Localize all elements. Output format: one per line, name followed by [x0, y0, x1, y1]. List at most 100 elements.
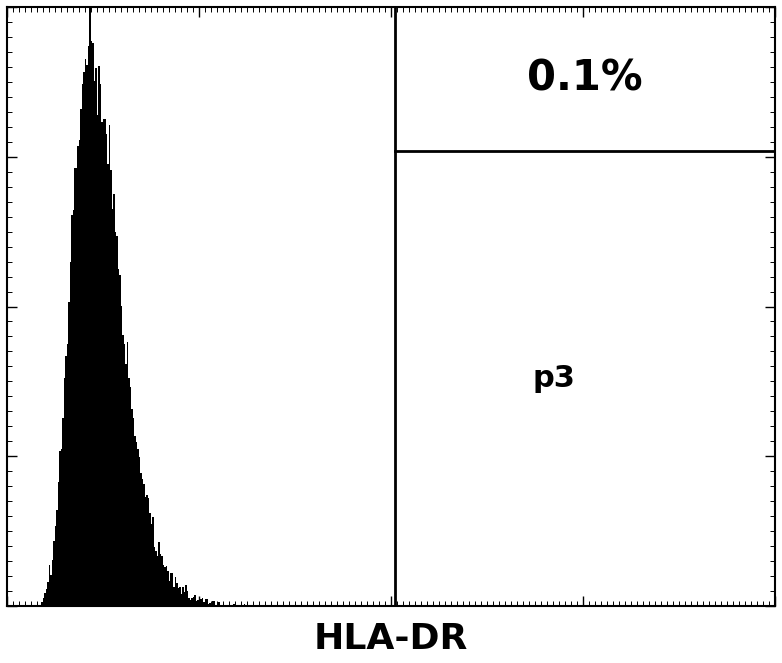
Bar: [218, 602, 220, 606]
Bar: [81, 109, 82, 606]
Bar: [133, 418, 135, 606]
Bar: [118, 269, 120, 606]
Bar: [102, 121, 103, 606]
Bar: [89, 7, 91, 606]
Bar: [214, 601, 216, 606]
Bar: [174, 587, 175, 606]
Bar: [91, 41, 92, 606]
Bar: [82, 84, 84, 606]
Bar: [170, 573, 172, 606]
Bar: [139, 457, 141, 606]
Bar: [85, 60, 87, 606]
Bar: [105, 119, 106, 606]
Bar: [49, 565, 51, 606]
Bar: [182, 587, 184, 606]
Bar: [210, 603, 211, 606]
Bar: [208, 604, 210, 606]
Bar: [113, 194, 115, 606]
Bar: [169, 581, 170, 606]
Text: 0.1%: 0.1%: [527, 58, 643, 100]
Bar: [84, 72, 85, 606]
Bar: [109, 125, 110, 606]
Bar: [264, 605, 265, 606]
Bar: [242, 605, 244, 606]
Bar: [94, 81, 95, 606]
Bar: [184, 593, 185, 606]
Bar: [46, 589, 48, 606]
Bar: [117, 236, 118, 606]
Bar: [37, 605, 38, 606]
Bar: [87, 65, 88, 606]
Bar: [216, 605, 217, 606]
Bar: [110, 170, 112, 606]
Bar: [274, 605, 275, 606]
Bar: [154, 547, 156, 606]
Bar: [71, 215, 73, 606]
Bar: [232, 605, 234, 606]
Bar: [128, 377, 130, 606]
Bar: [157, 556, 159, 606]
Bar: [160, 554, 161, 606]
Bar: [241, 605, 242, 606]
Bar: [196, 601, 198, 606]
Bar: [195, 595, 196, 606]
Bar: [206, 599, 208, 606]
Bar: [211, 605, 213, 606]
Bar: [205, 599, 206, 606]
Bar: [79, 140, 81, 606]
Bar: [66, 356, 67, 606]
Bar: [149, 513, 151, 606]
Bar: [125, 364, 127, 606]
Bar: [267, 605, 268, 606]
Bar: [95, 68, 97, 606]
Bar: [220, 605, 221, 606]
Bar: [141, 473, 142, 606]
Bar: [124, 344, 125, 606]
Bar: [203, 602, 205, 606]
Bar: [190, 600, 192, 606]
Bar: [192, 599, 193, 606]
Bar: [55, 526, 56, 606]
Bar: [199, 601, 200, 606]
Bar: [217, 605, 218, 606]
Bar: [73, 210, 74, 606]
Bar: [67, 344, 69, 606]
Bar: [177, 583, 178, 606]
Bar: [52, 560, 53, 606]
Bar: [138, 449, 139, 606]
Bar: [167, 571, 169, 606]
Bar: [59, 452, 61, 606]
Bar: [142, 479, 143, 606]
Bar: [61, 449, 63, 606]
Bar: [76, 168, 77, 606]
Bar: [148, 499, 149, 606]
Bar: [106, 134, 107, 606]
Bar: [244, 604, 246, 606]
Bar: [127, 342, 128, 606]
Bar: [180, 587, 181, 606]
Bar: [156, 551, 157, 606]
Bar: [77, 146, 79, 606]
Bar: [51, 575, 52, 606]
Bar: [224, 605, 226, 606]
Bar: [45, 593, 46, 606]
Bar: [175, 577, 177, 606]
Bar: [163, 565, 164, 606]
Bar: [40, 605, 41, 606]
Bar: [188, 599, 190, 606]
Bar: [235, 605, 236, 606]
Bar: [260, 605, 262, 606]
Bar: [143, 484, 145, 606]
Bar: [152, 517, 154, 606]
Bar: [92, 43, 94, 606]
Bar: [246, 605, 247, 606]
Bar: [238, 605, 239, 606]
Bar: [145, 497, 146, 606]
Bar: [229, 605, 231, 606]
Bar: [198, 600, 199, 606]
Bar: [35, 605, 37, 606]
Text: p3: p3: [533, 364, 576, 393]
Bar: [69, 302, 70, 606]
Bar: [178, 588, 180, 606]
Bar: [63, 418, 64, 606]
